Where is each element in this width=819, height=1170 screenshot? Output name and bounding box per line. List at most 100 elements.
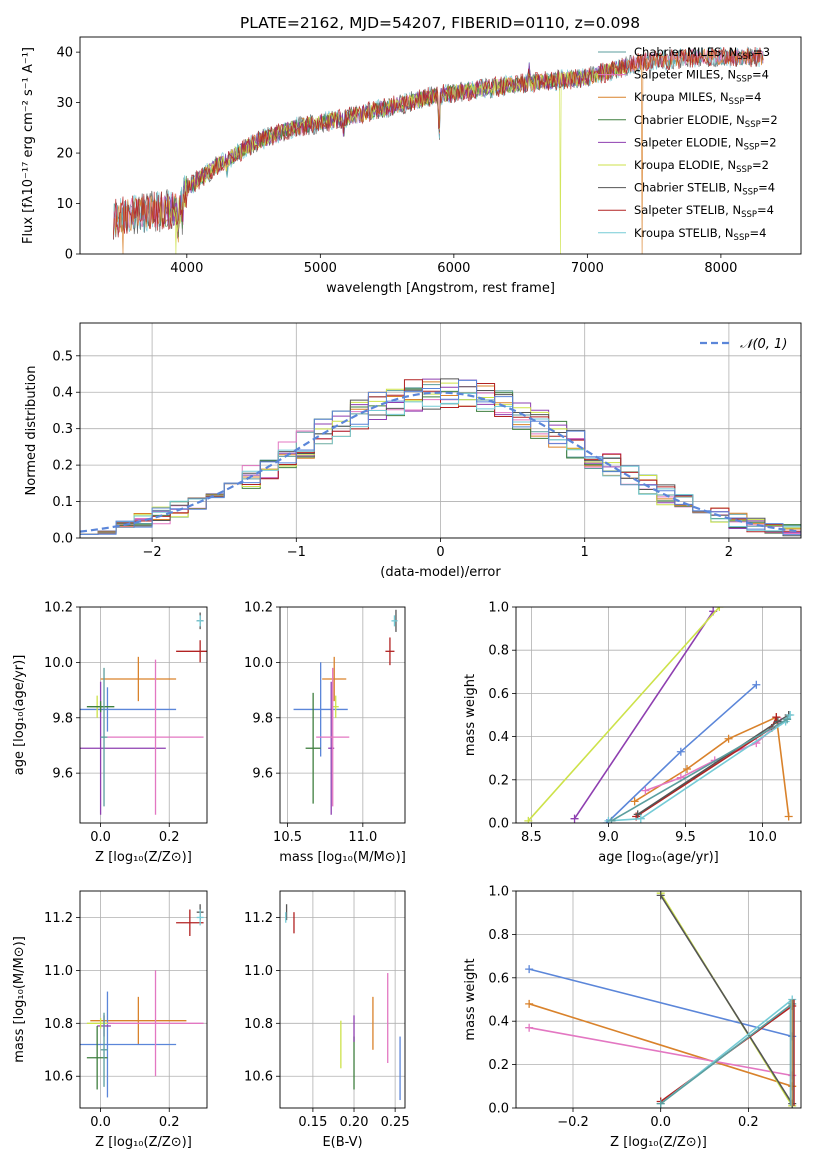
ticks-mass_vs_Z: 0.0 0.2 10.6 10.8 11.0 11.2: [44, 911, 180, 1130]
y-tick-label: 1.0: [488, 601, 509, 616]
x-tick-label: 0.0: [90, 1115, 111, 1130]
plot-area-spectrum: [113, 46, 764, 254]
y-tick-label: 10.8: [44, 1017, 73, 1032]
mass-weight-point: [633, 810, 642, 819]
mass-weight-point: [676, 747, 685, 756]
x-tick-label: 0.15: [298, 1115, 327, 1130]
y-axis-label: Flux [fλ10⁻¹⁷ erg cm⁻² s⁻¹ A⁻¹]: [21, 47, 36, 244]
plot-area-mass_weight_vs_age: [516, 607, 801, 823]
y-tick-label: 0.0: [488, 1102, 509, 1117]
legend-label: Salpeter ELODIE, NSSP=2: [634, 135, 777, 152]
y-tick-label: 11.2: [44, 911, 73, 926]
mass-weight-line: [573, 610, 714, 820]
legend-label: Salpeter MILES, NSSP=4: [634, 68, 769, 85]
legend-label: Chabrier ELODIE, NSSP=2: [634, 113, 778, 130]
y-tick-label: 9.6: [52, 767, 73, 782]
legend-label: Salpeter STELIB, NSSP=4: [634, 203, 774, 220]
legend-label: Kroupa ELODIE, NSSP=2: [634, 158, 769, 175]
y-tick-label: 0.6: [488, 971, 509, 986]
ticks-age_vs_mass: 10.5 11.0 9.6 9.8 10.0 10.2: [244, 601, 377, 846]
y-tick-label: 0.1: [52, 495, 73, 510]
plot-area-mass_vs_Z: [80, 891, 207, 1108]
y-tick-label: 10.2: [244, 601, 273, 616]
x-axis-label: (data-model)/error: [380, 565, 501, 580]
plot-area-mass_weight_vs_Z: [516, 891, 801, 1108]
y-tick-label: 10.8: [244, 1017, 273, 1032]
plot-area-age_vs_Z: [80, 607, 207, 823]
y-tick-label: 10.0: [244, 656, 273, 671]
x-tick-label: 9.5: [675, 830, 696, 845]
x-tick-label: −0.2: [557, 1115, 589, 1130]
axes-frame: [515, 890, 802, 1109]
y-tick-label: 0.2: [488, 773, 509, 788]
y-axis-label: Normed distribution: [24, 366, 39, 496]
x-tick-label: 1: [581, 545, 589, 560]
chart-age_vs_mass: 10.5 11.0 9.6 9.8 10.0 10.2 mass [log₁₀(M/M⊙)]: [244, 601, 406, 866]
mass-weight-point: [724, 734, 733, 743]
legend-label: Chabrier STELIB, NSSP=4: [634, 181, 775, 198]
legend-label: Kroupa STELIB, NSSP=4: [634, 226, 766, 243]
y-tick-label: 0.2: [488, 1058, 509, 1073]
mass-weight-point: [784, 812, 793, 821]
mass-weight-point: [524, 816, 533, 823]
mass-weight-point: [607, 816, 616, 823]
legend-label: 𝒩(0, 1): [740, 337, 787, 352]
axes-frame: [79, 890, 208, 1109]
axes-frame: [279, 890, 406, 1109]
legend: 𝒩(0, 1): [700, 337, 787, 352]
mass-weight-point: [525, 1023, 534, 1032]
x-axis-label: Z [log₁₀(Z/Z⊙)]: [95, 1135, 192, 1150]
x-axis-label: age [log₁₀(age/yr)]: [598, 850, 719, 865]
y-tick-label: 10: [56, 197, 73, 212]
mass-weight-point: [641, 786, 650, 795]
x-tick-label: 0.2: [159, 830, 180, 845]
chart-spectrum: 4000 5000 6000 7000 8000 0 10 20 30 40 PLATE=2162,…: [21, 14, 802, 296]
chart-mass_vs_EBV: 0.15 0.20 0.25 10.6 10.8 11.0 11.2 E(B-V): [244, 890, 410, 1150]
y-tick-label: 0.2: [52, 459, 73, 474]
y-tick-label: 0.8: [488, 928, 509, 943]
mass-weight-line: [606, 684, 757, 823]
y-tick-label: 30: [56, 96, 73, 111]
mass-weight-line: [529, 1026, 793, 1077]
x-axis-label: E(B-V): [322, 1135, 362, 1150]
mass-weight-line: [660, 1003, 793, 1105]
mass-weight-line: [645, 720, 782, 792]
chart-age_vs_Z: 0.0 0.2 9.6 9.8 10.0 10.2 Z [log₁₀(Z/Z⊙)] age […: [12, 601, 208, 865]
y-axis-label: mass weight: [463, 958, 478, 1040]
y-tick-label: 10.2: [44, 601, 73, 616]
y-axis-label: age [log₁₀(age/yr)]: [12, 655, 27, 776]
x-tick-label: 0.2: [738, 1115, 759, 1130]
legend: Chabrier MILES, NSSP=3 Salpeter MILES, NS…: [598, 45, 778, 243]
mass-weight-point: [786, 711, 795, 719]
y-tick-label: 0.3: [52, 422, 73, 437]
x-tick-label: 7000: [571, 261, 604, 276]
mass-weight-point: [525, 999, 534, 1008]
y-tick-label: 0: [65, 248, 73, 263]
y-tick-label: 0.4: [488, 1015, 509, 1030]
histogram-series: [80, 392, 801, 538]
mass-weight-point: [752, 680, 761, 689]
x-tick-label: 10.5: [273, 830, 302, 845]
y-tick-label: 11.0: [244, 964, 273, 979]
plot-area-residual_hist: [80, 323, 801, 538]
y-tick-label: 40: [56, 46, 73, 61]
x-tick-label: 4000: [170, 261, 203, 276]
x-tick-label: −2: [143, 545, 162, 560]
mass-weight-point: [630, 797, 639, 806]
mass-weight-line: [660, 894, 793, 1105]
y-tick-label: 0.8: [488, 644, 509, 659]
x-axis-label: Z [log₁₀(Z/Z⊙)]: [610, 1135, 707, 1150]
mass-weight-point: [715, 607, 724, 611]
axes-frame: [79, 322, 802, 539]
x-tick-label: 0.0: [650, 1115, 671, 1130]
chart-residual_hist: −2 −1 0 1 2 0.0 0.1 0.2 0.3 0.4 0.5 (data-model)/er…: [24, 322, 802, 580]
axes-frame: [279, 606, 406, 824]
y-tick-label: 9.8: [252, 711, 273, 726]
y-tick-label: 9.6: [252, 767, 273, 782]
ticks-mass_weight_vs_Z: −0.2 0.0 0.2 0.0 0.2 0.4 0.6 0.8 1.0: [488, 885, 758, 1131]
y-tick-label: 0.0: [488, 817, 509, 832]
x-tick-label: 8.5: [521, 830, 542, 845]
ticks-mass_weight_vs_age: 8.5 9.0 9.5 10.0 0.0 0.2 0.4 0.6 0.8 1.0: [488, 601, 777, 846]
axes-frame: [515, 606, 802, 824]
